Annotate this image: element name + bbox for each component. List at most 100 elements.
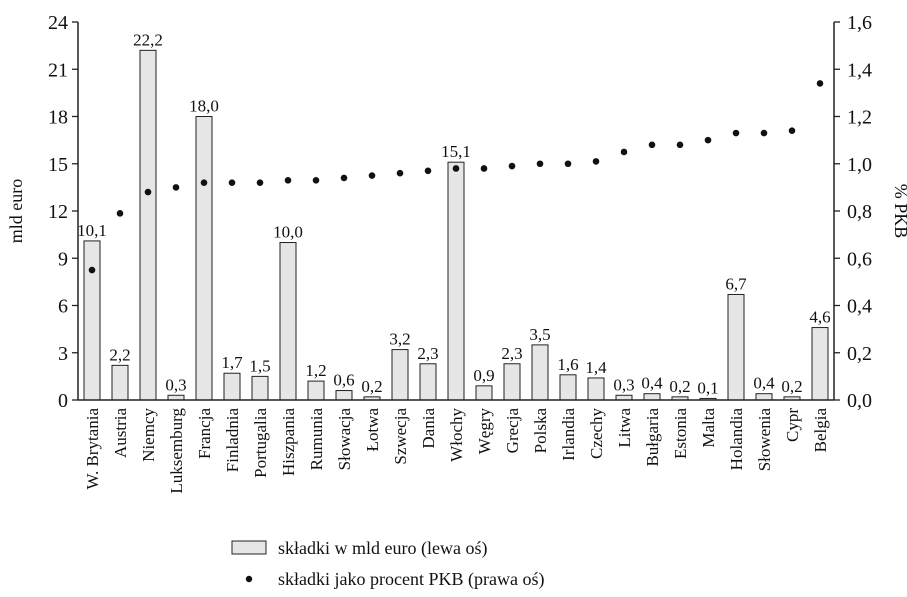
pkb-dot bbox=[452, 165, 460, 172]
pkb-dot bbox=[228, 179, 236, 186]
y2-tick-label: 1,2 bbox=[847, 107, 872, 129]
bar bbox=[447, 161, 465, 401]
category-label: Szwecja bbox=[391, 408, 410, 465]
bar-data-label: 0,2 bbox=[669, 377, 690, 396]
pkb-dot bbox=[256, 179, 264, 186]
ticks-layer bbox=[72, 21, 840, 401]
bar-data-label: 2,3 bbox=[417, 344, 438, 363]
category-label: Austria bbox=[111, 408, 130, 459]
y2-tick-label: 0,4 bbox=[847, 296, 872, 318]
category-label: Czechy bbox=[587, 408, 606, 459]
pkb-dot bbox=[116, 210, 124, 217]
pkb-dot bbox=[508, 162, 516, 170]
pkb-dot bbox=[368, 172, 376, 179]
bar-data-label: 3,5 bbox=[529, 325, 550, 344]
bar-data-label: 15,1 bbox=[441, 142, 471, 161]
y2-axis-title: % PKB bbox=[891, 184, 907, 239]
category-label: Niemcy bbox=[139, 408, 158, 462]
y2-tick-label: 0,6 bbox=[847, 248, 872, 270]
legend-bar-swatch bbox=[231, 540, 267, 555]
category-label: Irlandia bbox=[559, 408, 578, 461]
bar-data-label: 1,5 bbox=[249, 356, 270, 375]
bar bbox=[195, 116, 213, 401]
labels-layer: 10,1 W. Brytania 2,2 Austria 22,2 Niemcy 0,3 Lu… bbox=[48, 12, 872, 494]
bar bbox=[531, 344, 549, 401]
category-label: Dania bbox=[419, 408, 438, 449]
bar-data-label: 1,6 bbox=[557, 355, 578, 374]
bar bbox=[251, 375, 269, 401]
bar-data-label: 0,3 bbox=[165, 375, 186, 394]
bar-data-label: 0,4 bbox=[753, 374, 775, 393]
bar bbox=[587, 377, 605, 401]
y2-tick-label: 0,0 bbox=[847, 390, 872, 412]
pkb-dot bbox=[424, 167, 432, 175]
pkb-dot bbox=[620, 148, 628, 156]
bar-data-label: 0,6 bbox=[333, 371, 354, 390]
category-label: Luksemburg bbox=[167, 408, 186, 494]
bar-data-label: 0,2 bbox=[361, 377, 382, 396]
y-tick-label: 9 bbox=[58, 248, 68, 270]
y-tick-label: 15 bbox=[48, 154, 68, 176]
pkb-dot bbox=[788, 127, 796, 134]
bar bbox=[335, 390, 353, 401]
category-label: W. Brytania bbox=[83, 408, 102, 490]
category-label: Holandia bbox=[727, 408, 746, 471]
y2-tick-label: 0,8 bbox=[847, 201, 872, 223]
pkb-dot bbox=[816, 80, 824, 87]
bar-data-label: 0,4 bbox=[641, 374, 663, 393]
pkb-dot bbox=[732, 129, 740, 137]
category-label: Grecja bbox=[503, 408, 522, 454]
y-tick-label: 18 bbox=[48, 107, 68, 129]
category-label: Portugalia bbox=[251, 408, 270, 478]
legend: składki w mld euro (lewa oś) składki jak… bbox=[231, 538, 544, 590]
pkb-dot bbox=[172, 184, 180, 191]
pkb-dot bbox=[648, 141, 656, 149]
bar-data-label: 4,6 bbox=[809, 308, 830, 327]
bar-data-label: 22,2 bbox=[133, 30, 163, 49]
category-label: Polska bbox=[531, 408, 550, 454]
bar bbox=[111, 364, 129, 401]
y-tick-label: 0 bbox=[58, 390, 68, 412]
bar bbox=[755, 393, 773, 401]
bar bbox=[139, 49, 157, 401]
bar bbox=[643, 393, 661, 401]
bar-data-label: 1,7 bbox=[221, 353, 243, 372]
y-tick-label: 12 bbox=[48, 201, 68, 223]
bar bbox=[475, 385, 493, 401]
bar-data-label: 0,9 bbox=[473, 366, 494, 385]
y2-tick-label: 1,4 bbox=[847, 59, 872, 81]
category-label: Bułgaria bbox=[643, 408, 662, 467]
pkb-dot bbox=[592, 158, 600, 165]
legend-dot-label: składki jako procent PKB (prawa oś) bbox=[278, 569, 544, 590]
legend-dot-swatch bbox=[245, 575, 253, 583]
category-label: Finladnia bbox=[223, 408, 242, 473]
bar bbox=[307, 380, 325, 401]
pkb-dot bbox=[760, 129, 768, 137]
bar bbox=[727, 293, 745, 401]
pkb-dot bbox=[200, 179, 208, 186]
y2-tick-label: 0,2 bbox=[847, 343, 872, 365]
pkb-dot bbox=[284, 176, 292, 184]
bar-data-label: 0,1 bbox=[697, 378, 718, 397]
pkb-dot bbox=[564, 160, 572, 168]
category-label: Włochy bbox=[447, 408, 466, 462]
y-tick-label: 24 bbox=[48, 12, 68, 34]
category-label: Rumunia bbox=[307, 408, 326, 471]
category-label: Litwa bbox=[615, 408, 634, 448]
bar bbox=[559, 374, 577, 401]
y-axis-title: mld euro bbox=[6, 179, 26, 244]
category-label: Węgry bbox=[475, 408, 494, 455]
category-label: Słowacja bbox=[335, 408, 354, 471]
bar-data-label: 0,2 bbox=[781, 377, 802, 396]
bar-data-label: 10,0 bbox=[273, 223, 303, 242]
y-tick-label: 3 bbox=[58, 343, 68, 365]
bar-data-label: 18,0 bbox=[189, 97, 219, 116]
bar-data-label: 1,2 bbox=[305, 361, 326, 380]
pkb-dot bbox=[340, 174, 348, 182]
pkb-dot bbox=[480, 165, 488, 172]
y2-tick-label: 1,6 bbox=[847, 12, 872, 34]
legend-bar-label: składki w mld euro (lewa oś) bbox=[278, 538, 487, 559]
bar-data-label: 2,3 bbox=[501, 344, 522, 363]
